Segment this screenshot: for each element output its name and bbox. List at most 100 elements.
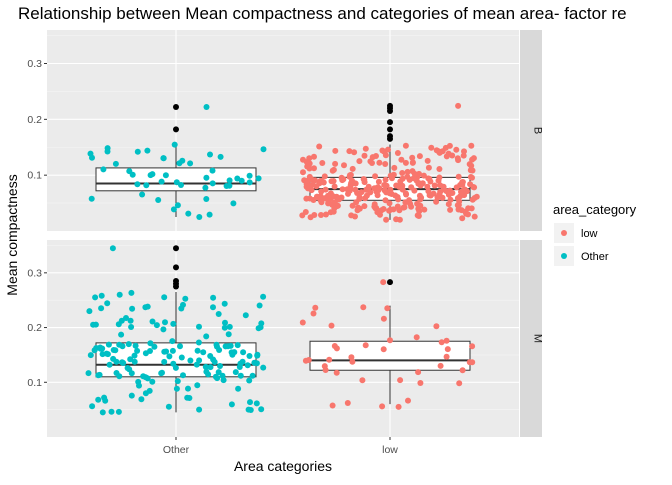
data-point xyxy=(444,346,451,353)
data-point xyxy=(436,166,443,172)
data-point xyxy=(139,191,146,198)
data-point xyxy=(417,202,424,209)
data-point xyxy=(395,196,402,203)
data-point xyxy=(468,205,475,212)
data-point xyxy=(110,347,117,353)
data-point xyxy=(468,142,475,149)
data-point xyxy=(311,153,317,160)
data-point xyxy=(118,331,125,338)
outlier-point xyxy=(173,126,179,133)
data-point xyxy=(363,192,370,199)
data-point xyxy=(328,322,335,329)
data-point xyxy=(390,206,397,213)
data-point xyxy=(331,343,338,349)
data-point xyxy=(209,180,216,187)
data-point xyxy=(395,403,402,410)
data-point xyxy=(445,191,452,198)
data-point xyxy=(440,183,447,190)
data-point xyxy=(332,160,339,167)
data-point xyxy=(330,208,337,215)
y-tick-label: 0.3 xyxy=(27,58,42,70)
data-point xyxy=(119,343,126,350)
data-point xyxy=(142,390,149,397)
data-point xyxy=(149,378,156,385)
data-point xyxy=(203,196,210,202)
data-point xyxy=(391,164,398,171)
data-point xyxy=(310,310,317,317)
data-point xyxy=(348,180,355,187)
data-point xyxy=(92,294,99,301)
data-point xyxy=(428,144,435,151)
outlier-point xyxy=(173,104,179,111)
y-axis-title: Mean compactness xyxy=(4,174,20,295)
data-point xyxy=(387,186,394,193)
data-point xyxy=(439,194,446,201)
data-point xyxy=(329,167,336,174)
data-point xyxy=(116,291,123,298)
data-point xyxy=(194,347,201,354)
data-point xyxy=(242,312,249,319)
data-point xyxy=(313,183,320,190)
data-point xyxy=(251,359,258,366)
data-point xyxy=(169,338,176,345)
outlier-point xyxy=(387,119,393,126)
data-point xyxy=(128,392,135,399)
data-point xyxy=(330,193,337,200)
data-point xyxy=(465,211,471,218)
data-point xyxy=(196,406,203,413)
data-point xyxy=(217,363,223,369)
data-point xyxy=(232,369,239,376)
data-point xyxy=(371,185,378,192)
data-point xyxy=(321,173,328,180)
data-point xyxy=(396,216,403,223)
data-point xyxy=(319,160,326,166)
data-point xyxy=(215,311,222,317)
data-point xyxy=(178,182,184,188)
data-point xyxy=(221,300,228,307)
y-tick-label: 0.2 xyxy=(27,322,42,334)
data-point xyxy=(147,172,154,179)
data-point xyxy=(178,305,185,312)
data-point xyxy=(359,377,366,384)
data-point xyxy=(329,402,336,409)
data-point xyxy=(401,204,408,211)
data-point xyxy=(144,375,151,382)
data-point xyxy=(95,396,102,403)
data-point xyxy=(203,333,210,340)
data-point xyxy=(446,142,453,149)
y-tick-label: 0.2 xyxy=(27,114,42,126)
data-point xyxy=(311,165,317,172)
data-point xyxy=(165,403,172,410)
data-point xyxy=(106,361,113,368)
outlier-point xyxy=(173,245,179,252)
data-point xyxy=(203,174,210,181)
data-point xyxy=(347,171,354,178)
data-point xyxy=(362,145,369,152)
data-point xyxy=(147,340,154,347)
data-point xyxy=(134,148,141,155)
data-point xyxy=(101,394,108,401)
data-point xyxy=(416,208,423,215)
data-point xyxy=(240,349,247,356)
data-point xyxy=(216,347,223,353)
data-point xyxy=(92,321,99,328)
data-point xyxy=(158,370,165,377)
data-point xyxy=(225,331,232,338)
data-point xyxy=(170,206,177,213)
data-point xyxy=(260,293,267,300)
data-point xyxy=(257,324,264,331)
legend-key-dot xyxy=(561,230,567,236)
data-point xyxy=(195,339,202,346)
data-point xyxy=(443,153,450,160)
data-point xyxy=(162,172,169,179)
facet-panel-M: 0.1 0.2 0.3 M xyxy=(27,240,544,437)
data-point xyxy=(153,322,160,329)
data-point xyxy=(109,245,116,252)
data-point xyxy=(303,195,310,202)
data-point xyxy=(174,202,181,209)
data-point xyxy=(459,215,466,222)
data-point xyxy=(166,353,173,360)
data-point xyxy=(254,352,261,359)
data-point xyxy=(170,320,177,327)
